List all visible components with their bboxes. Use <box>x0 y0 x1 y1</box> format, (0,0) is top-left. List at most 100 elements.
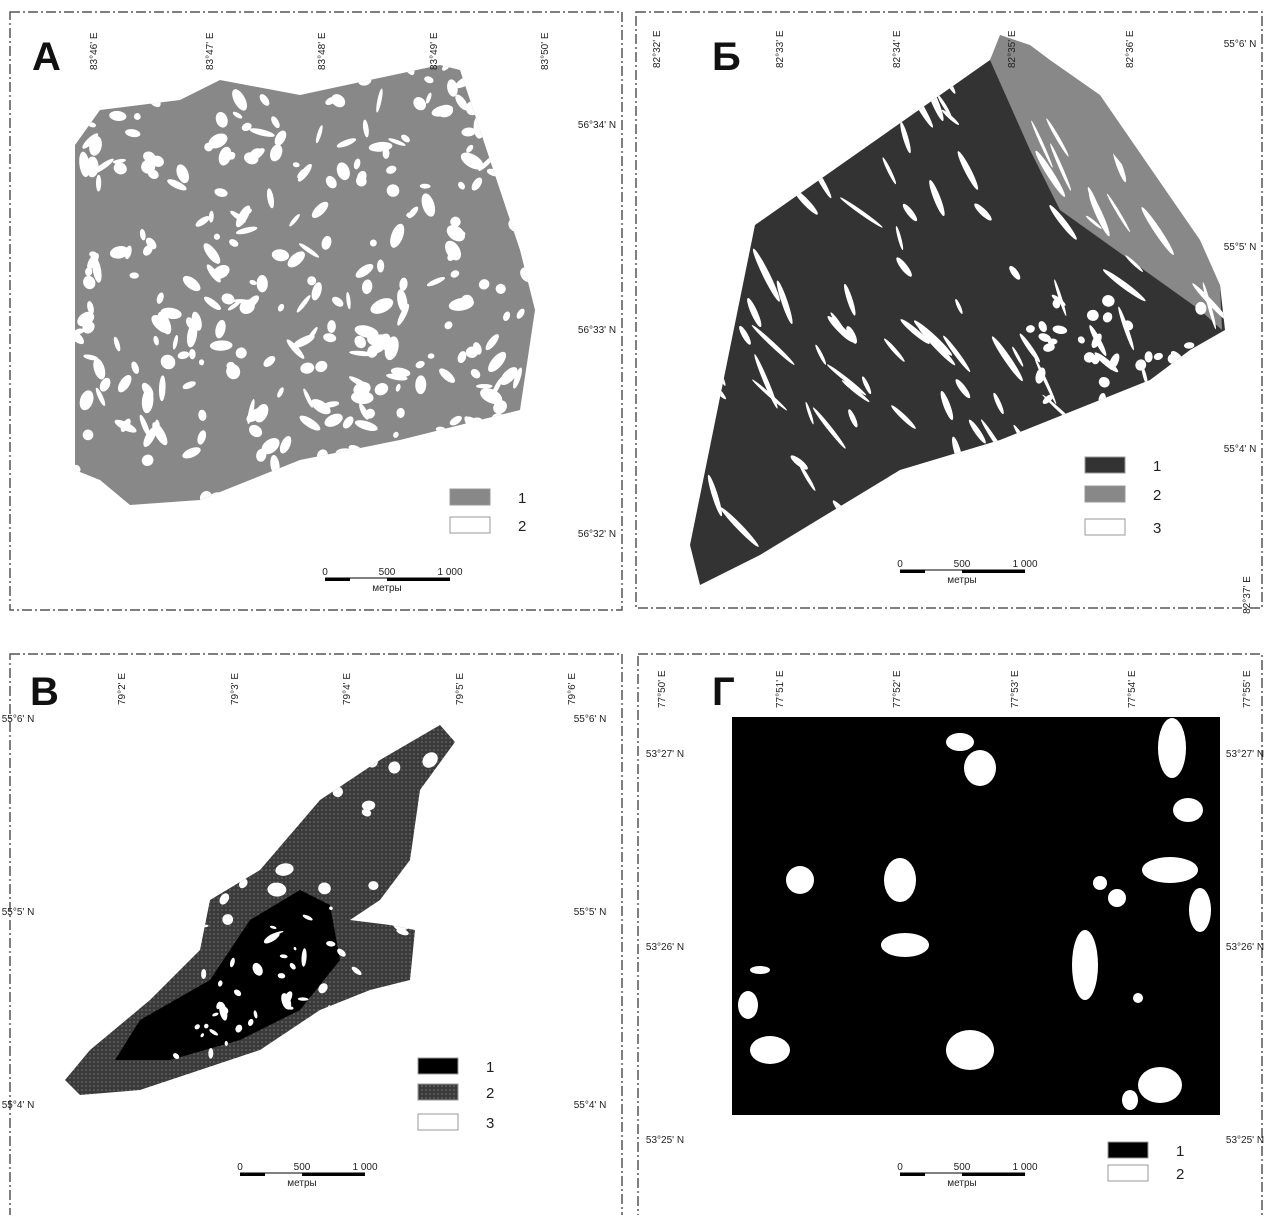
patch <box>750 966 770 974</box>
scale-tick-label: 0 <box>897 1162 903 1173</box>
patch <box>346 466 371 485</box>
patch <box>1193 497 1214 547</box>
patch <box>1138 1067 1182 1103</box>
panel-label: А <box>32 35 61 79</box>
patch <box>1008 511 1026 527</box>
scale-tick-label: 1 000 <box>1012 1162 1037 1173</box>
patch <box>1173 49 1188 77</box>
longitude-label: 79°2' E <box>117 673 128 705</box>
panel-label: Б <box>712 35 741 79</box>
patch <box>389 488 411 506</box>
legend-swatch <box>1085 519 1125 535</box>
patch <box>874 519 911 557</box>
patch <box>796 90 811 109</box>
legend-label: 1 <box>518 490 526 507</box>
legend-label: 3 <box>486 1115 494 1132</box>
patch <box>1187 367 1201 384</box>
patch <box>738 991 758 1019</box>
patch <box>404 445 417 457</box>
patch <box>692 340 708 366</box>
patch <box>884 858 916 902</box>
patch <box>519 206 535 218</box>
patch <box>715 209 741 239</box>
patch <box>480 114 493 120</box>
patch <box>456 441 471 454</box>
patch <box>750 78 767 125</box>
patch <box>763 569 780 596</box>
patch <box>1158 539 1187 575</box>
latitude-label: 55°6' N <box>574 714 607 725</box>
patch <box>1040 438 1070 484</box>
patch <box>1082 430 1099 482</box>
patch <box>1093 876 1107 890</box>
latitude-label: 55°6' N <box>1224 39 1257 50</box>
patch <box>917 466 932 499</box>
longitude-label: 82°36' E <box>1125 30 1136 68</box>
patch <box>936 63 958 95</box>
legend-label: 2 <box>486 1085 494 1102</box>
patch <box>377 260 384 273</box>
patch <box>1142 857 1198 883</box>
corner-label: 82°37' E <box>1242 576 1253 614</box>
legend-swatch <box>1108 1165 1148 1181</box>
latitude-label: 56°34' N <box>578 120 616 131</box>
latitude-label: 53°26' N <box>1226 942 1264 953</box>
patch <box>1173 798 1203 822</box>
patch <box>390 487 405 503</box>
patch <box>740 168 763 194</box>
patch <box>65 479 89 502</box>
scale-segment <box>302 1173 365 1176</box>
patch <box>396 445 417 468</box>
patch <box>1094 427 1108 444</box>
longitude-label: 83°47' E <box>205 32 216 70</box>
longitude-label: 83°48' E <box>317 32 328 70</box>
patch <box>507 444 534 467</box>
patch <box>1065 563 1095 591</box>
patch <box>331 1050 338 1060</box>
longitude-label: 79°4' E <box>342 673 353 705</box>
scale-tick-label: 1 000 <box>1012 559 1037 570</box>
patch <box>1166 152 1200 186</box>
latitude-label: 55°4' N <box>574 1100 607 1111</box>
longitude-label: 77°55' E <box>1242 670 1253 708</box>
patch <box>73 63 81 72</box>
longitude-label: 77°53' E <box>1010 670 1021 708</box>
patch <box>1177 142 1195 179</box>
latitude-label: 55°5' N <box>574 907 607 918</box>
legend-label: 3 <box>1153 520 1161 537</box>
patch <box>330 1011 337 1018</box>
panel-label: Г <box>712 670 735 714</box>
patch <box>683 337 699 357</box>
latitude-label: 53°27' N <box>1226 749 1264 760</box>
patch <box>881 933 929 957</box>
patch <box>76 82 89 103</box>
scale-segment <box>900 570 925 573</box>
patch <box>970 457 992 476</box>
scale-tick-label: 500 <box>379 567 396 578</box>
patch <box>296 459 311 482</box>
longitude-label: 77°51' E <box>775 670 786 708</box>
map-shapes <box>65 35 1237 1115</box>
patch <box>253 477 281 501</box>
patch <box>507 424 526 446</box>
longitude-label: 77°52' E <box>892 670 903 708</box>
patch <box>1209 156 1237 197</box>
figure: А83°46' E83°47' E83°48' E83°49' E83°50' … <box>0 0 1266 1215</box>
longitude-label: 79°5' E <box>455 673 466 705</box>
scale-unit: метры <box>372 583 401 594</box>
legend-swatch <box>450 517 490 533</box>
patch <box>311 1020 321 1030</box>
longitude-label: 79°3' E <box>230 673 241 705</box>
latitude-label: 53°25' N <box>646 1135 684 1146</box>
patch <box>490 120 499 129</box>
scale-tick-label: 500 <box>954 559 971 570</box>
patch <box>225 777 239 794</box>
patch <box>288 497 304 507</box>
patch <box>683 366 711 407</box>
patch <box>386 452 402 469</box>
patch <box>435 818 445 824</box>
longitude-label: 82°35' E <box>1007 30 1018 68</box>
legend-swatch <box>418 1058 458 1074</box>
latitude-label: 55°4' N <box>1224 444 1257 455</box>
patch <box>1148 388 1155 398</box>
